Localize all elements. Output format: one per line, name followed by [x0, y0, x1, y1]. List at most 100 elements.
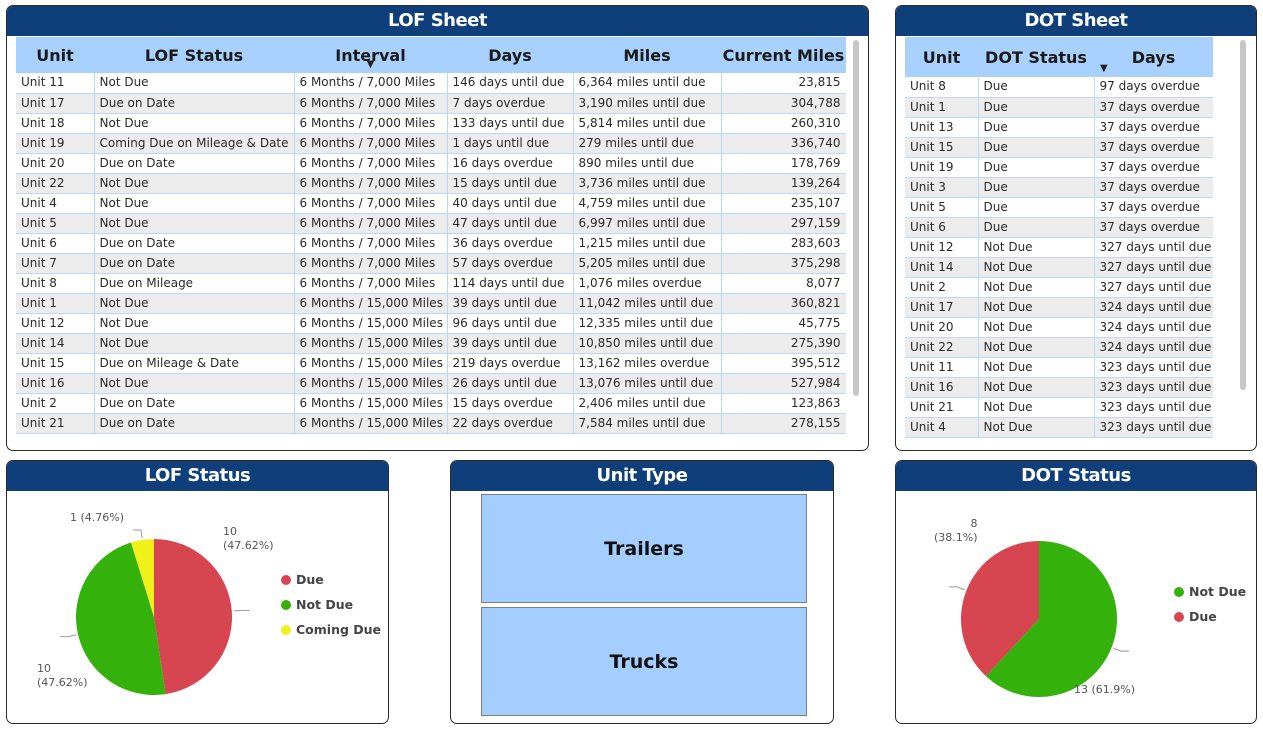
lof-col-unit[interactable]: Unit [16, 37, 94, 73]
dot-col-unit[interactable]: Unit [905, 37, 978, 77]
dot-due-label: 8 (38.1%) [934, 517, 978, 544]
lof-legend-item[interactable]: Not Due [281, 592, 381, 617]
dot-table-row[interactable]: Unit 1 Due 37 days overdue [905, 97, 1213, 118]
dot-cell: 327 days until due [1094, 257, 1213, 278]
lof-col-status[interactable]: LOF Status [94, 37, 294, 73]
lof-table-row[interactable]: Unit 14 Not Due 6 Months / 15,000 Miles 39 … [16, 333, 846, 354]
dot-table-row[interactable]: Unit 14 Not Due 327 days until due [905, 257, 1213, 278]
lof-cell: Not Due [94, 173, 295, 194]
lof-table-row[interactable]: Unit 16 Not Due 6 Months / 15,000 Miles 26 … [16, 373, 846, 394]
legend-label: Due [296, 572, 324, 587]
lof-table-row[interactable]: Unit 6 Due on Date 6 Months / 7,000 Miles 3… [16, 233, 846, 254]
dot-status-pie[interactable] [896, 491, 1257, 724]
lof-table-row[interactable]: Unit 7 Due on Date 6 Months / 7,000 Miles 5… [16, 253, 846, 274]
dot-table-row[interactable]: Unit 12 Not Due 327 days until due [905, 237, 1213, 258]
dot-cell: Not Due [978, 257, 1095, 278]
dot-table-row[interactable]: Unit 20 Not Due 324 days until due [905, 317, 1213, 338]
dot-table-row[interactable]: Unit 8 Due 97 days overdue [905, 77, 1213, 98]
dot-table-row[interactable]: Unit 17 Not Due 324 days until due [905, 297, 1213, 318]
dot-table-row[interactable]: Unit 13 Due 37 days overdue [905, 117, 1213, 138]
dot-table-row[interactable]: Unit 11 Not Due 323 days until due [905, 357, 1213, 378]
dot-legend-item[interactable]: Not Due [1174, 579, 1246, 604]
dot-table-body: Unit 8 Due 97 days overdue Unit 1 Due 37 days… [905, 77, 1213, 438]
lof-col-current-miles[interactable]: Current Miles [721, 37, 846, 73]
lof-scrollbar[interactable] [853, 40, 859, 396]
lof-cell: 235,107 [721, 193, 846, 214]
lof-cell: Unit 2 [16, 393, 95, 414]
pie-leader-line [60, 634, 77, 638]
lof-legend-item[interactable]: Due [281, 567, 381, 592]
lof-cell: Unit 21 [16, 413, 95, 434]
dot-table-row[interactable]: Unit 16 Not Due 323 days until due [905, 377, 1213, 398]
dot-cell: Not Due [978, 357, 1095, 378]
lof-table-row[interactable]: Unit 21 Due on Date 6 Months / 15,000 Mile… [16, 413, 846, 434]
lof-table-row[interactable]: Unit 4 Not Due 6 Months / 7,000 Miles 40 da… [16, 193, 846, 214]
dot-table-row[interactable]: Unit 3 Due 37 days overdue [905, 177, 1213, 198]
lof-cell: 178,769 [721, 153, 846, 174]
lof-table-row[interactable]: Unit 8 Due on Mileage 6 Months / 7,000 Mil… [16, 273, 846, 294]
dot-table-row[interactable]: Unit 19 Due 37 days overdue [905, 157, 1213, 178]
pie-slice-due[interactable] [154, 539, 232, 695]
lof-cell: 1,215 miles until due [573, 233, 722, 254]
legend-marker [281, 574, 291, 585]
lof-cell: 39 days until due [447, 333, 574, 354]
dot-table-viewport[interactable]: Unit DOT Status Days ▼ Unit 8 Due 97 days o… [905, 37, 1213, 442]
lof-cell: Unit 16 [16, 373, 95, 394]
lof-table-row[interactable]: Unit 19 Coming Due on Mileage & Date 6 Mon… [16, 133, 846, 154]
lof-table-row[interactable]: Unit 18 Not Due 6 Months / 7,000 Miles 133 … [16, 113, 846, 134]
lof-table-row[interactable]: Unit 12 Not Due 6 Months / 15,000 Miles 96 … [16, 313, 846, 334]
dot-cell: Due [978, 137, 1095, 158]
dot-cell: Unit 15 [905, 137, 979, 158]
lof-cell: 16 days overdue [447, 153, 574, 174]
dot-col-status[interactable]: DOT Status [978, 37, 1094, 77]
dot-scrollbar[interactable] [1240, 40, 1246, 390]
dot-col-days[interactable]: Days ▼ [1094, 37, 1213, 77]
pie-slice-due[interactable] [961, 541, 1039, 677]
lof-cell: 336,740 [721, 133, 846, 154]
lof-table-row[interactable]: Unit 2 Due on Date 6 Months / 15,000 Miles… [16, 393, 846, 414]
unit-type-trailers-button[interactable]: Trailers [481, 494, 807, 603]
dot-table-row[interactable]: Unit 21 Not Due 323 days until due [905, 397, 1213, 418]
lof-table-row[interactable]: Unit 15 Due on Mileage & Date 6 Months / 1… [16, 353, 846, 374]
dot-table-row[interactable]: Unit 6 Due 37 days overdue [905, 217, 1213, 238]
lof-table-row[interactable]: Unit 1 Not Due 6 Months / 15,000 Miles 39 d… [16, 293, 846, 314]
dot-table-row[interactable]: Unit 5 Due 37 days overdue [905, 197, 1213, 218]
lof-table-viewport[interactable]: Unit LOF Status Interval ▼ Days Miles Cur… [16, 37, 846, 442]
lof-table-row[interactable]: Unit 5 Not Due 6 Months / 7,000 Miles 47 da… [16, 213, 846, 234]
dot-legend-item[interactable]: Due [1174, 604, 1246, 629]
lof-table-row[interactable]: Unit 17 Due on Date 6 Months / 7,000 Miles… [16, 93, 846, 114]
lof-cell: 6 Months / 7,000 Miles [294, 133, 448, 154]
lof-status-legend: Due Not Due Coming Due [281, 567, 381, 642]
lof-coming-due-label: 1 (4.76%) [70, 511, 125, 524]
dot-cell: Unit 21 [905, 397, 979, 418]
dot-cell: 324 days until due [1094, 337, 1213, 358]
legend-label: Coming Due [296, 622, 382, 637]
pie-slice-not-due[interactable] [75, 542, 166, 695]
dot-table-row[interactable]: Unit 4 Not Due 323 days until due [905, 417, 1213, 438]
lof-cell: 6 Months / 7,000 Miles [294, 253, 448, 274]
lof-table-row[interactable]: Unit 11 Not Due 6 Months / 7,000 Miles 146 … [16, 73, 846, 94]
lof-cell: Not Due [94, 293, 295, 314]
pie-slice-coming-due[interactable] [131, 539, 154, 617]
lof-col-days[interactable]: Days [447, 37, 573, 73]
lof-cell: 6 Months / 15,000 Miles [294, 333, 448, 354]
lof-table: Unit LOF Status Interval ▼ Days Miles Cur… [16, 37, 846, 434]
unit-type-trucks-button[interactable]: Trucks [481, 607, 807, 716]
dot-cell: Unit 12 [905, 237, 979, 258]
lof-status-pie[interactable] [7, 491, 389, 724]
dot-table-row[interactable]: Unit 15 Due 37 days overdue [905, 137, 1213, 158]
lof-cell: 23,815 [721, 73, 846, 94]
legend-label: Not Due [296, 597, 354, 612]
lof-cell: 10,850 miles until due [573, 333, 722, 354]
dot-table-row[interactable]: Unit 22 Not Due 324 days until due [905, 337, 1213, 358]
dot-table-row[interactable]: Unit 2 Not Due 327 days until due [905, 277, 1213, 298]
lof-legend-item[interactable]: Coming Due [281, 617, 381, 642]
lof-cell: Unit 6 [16, 233, 95, 254]
dot-cell: Not Due [978, 237, 1095, 258]
lof-col-miles[interactable]: Miles [573, 37, 721, 73]
lof-col-interval[interactable]: Interval ▼ [294, 37, 447, 73]
lof-cell: 114 days until due [447, 273, 574, 294]
lof-table-row[interactable]: Unit 20 Due on Date 6 Months / 7,000 Miles… [16, 153, 846, 174]
lof-table-row[interactable]: Unit 22 Not Due 6 Months / 7,000 Miles 15 d… [16, 173, 846, 194]
pie-slice-not-due[interactable] [985, 541, 1117, 697]
